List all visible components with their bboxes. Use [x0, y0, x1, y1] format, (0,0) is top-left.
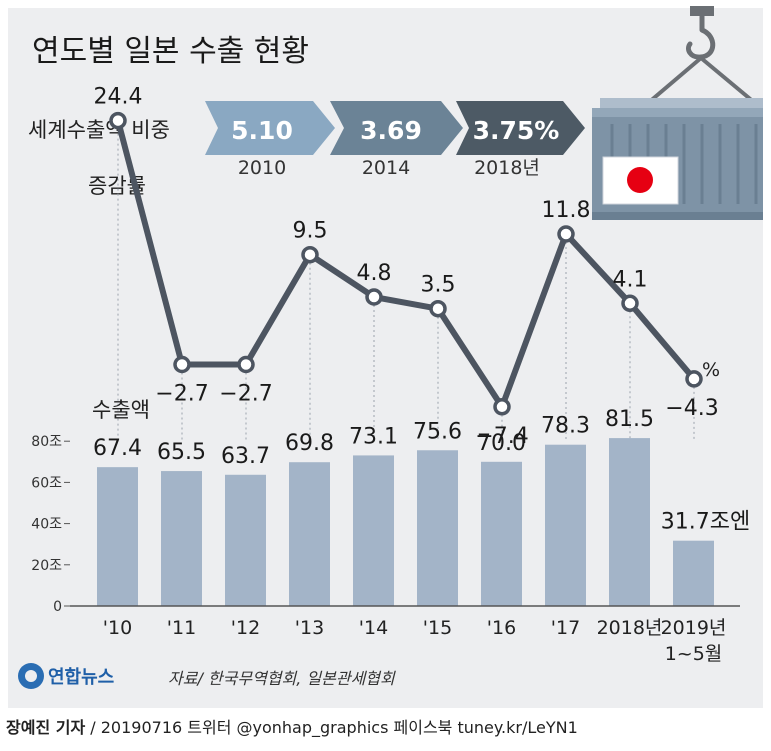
- export-value-label: 81.5: [605, 407, 654, 432]
- x-category-label: '13: [295, 617, 324, 639]
- growth-value-label: −4.3: [665, 396, 718, 421]
- growth-rate-line: [115, 119, 697, 410]
- share-value-2018: 3.75%: [473, 116, 560, 145]
- export-value-label: 65.5: [157, 440, 206, 465]
- growth-value-label: 3.5: [421, 273, 456, 298]
- growth-point: [557, 225, 575, 243]
- y-tick-label: 60조: [31, 475, 62, 491]
- growth-point: [429, 299, 447, 318]
- export-bar: [417, 450, 458, 606]
- export-value-label: 73.1: [349, 424, 398, 449]
- growth-point: [621, 294, 639, 313]
- growth-point: [493, 398, 511, 416]
- growth-point: [237, 355, 255, 374]
- share-year-2014: 2014: [362, 157, 410, 179]
- growth-point: [301, 245, 319, 264]
- growth-point: [685, 370, 703, 388]
- share-value-2010: 5.10: [231, 116, 293, 145]
- cargo-container-japan-flag-icon: [592, 6, 763, 220]
- x-category-label: '11: [167, 617, 196, 639]
- footer-credit-text: / 20190716 트위터 @yonhap_graphics 페이스북 tun…: [85, 718, 578, 737]
- export-value-label: 69.8: [285, 431, 334, 456]
- share-year-2018: 2018년: [474, 157, 540, 179]
- export-value-label: 31.7조엔: [661, 510, 750, 535]
- footer-credit: 장예진 기자 / 20190716 트위터 @yonhap_graphics 페…: [6, 712, 766, 744]
- yonhap-logo-text: 연합뉴스: [48, 666, 114, 688]
- share-year-2010: 2010: [238, 157, 286, 179]
- chart-title: 연도별 일본 수출 현황: [32, 34, 309, 69]
- yonhap-logo: 연합뉴스: [18, 663, 114, 689]
- export-bar: [289, 462, 330, 606]
- x-category-label: '12: [231, 617, 260, 639]
- x-category-label: 2019년: [661, 617, 727, 639]
- share-arrow-2010: [205, 101, 335, 155]
- growth-value-label: 24.4: [94, 85, 143, 110]
- export-bar: [545, 444, 586, 606]
- y-tick-label: 0: [53, 599, 62, 615]
- growth-value-label: 9.5: [293, 219, 328, 244]
- x-category-label: '14: [359, 617, 388, 639]
- growth-value-label: 4.1: [613, 267, 648, 292]
- share-arrow-2018: [456, 101, 585, 155]
- export-value-label: 78.3: [541, 414, 590, 439]
- export-value-label: 63.7: [221, 444, 270, 469]
- x-category-label: 1~5월: [665, 643, 723, 665]
- export-value-label: 70.0: [477, 431, 526, 456]
- export-value-label: 67.4: [93, 436, 142, 461]
- growth-point: [109, 111, 127, 130]
- export-bar: [161, 471, 202, 606]
- x-category-label: '17: [551, 617, 580, 639]
- growth-point: [365, 288, 383, 306]
- growth-value-label: −2.7: [155, 382, 208, 407]
- export-bar: [353, 455, 394, 606]
- export-bar: [609, 438, 650, 606]
- growth-value-label: −2.7: [219, 382, 272, 407]
- share-value-2014: 3.69: [360, 116, 422, 145]
- export-bar: [481, 461, 522, 606]
- growth-value-label: −7.4: [475, 424, 528, 449]
- x-category-label: '15: [423, 617, 452, 639]
- y-tick-label: 80조: [31, 434, 62, 450]
- source-note: 자료/ 한국무역협회, 일본관세협회: [168, 669, 396, 688]
- reporter-name: 장예진 기자: [6, 718, 86, 737]
- export-value-label: 75.6: [413, 419, 462, 444]
- x-category-label: '10: [103, 617, 132, 639]
- y-tick-label: 20조: [31, 558, 62, 574]
- share-label: 세계수출액 비중: [28, 118, 170, 142]
- growth-point: [173, 355, 191, 374]
- growth-value-label: 11.8: [542, 198, 591, 223]
- growth-unit: %: [702, 359, 720, 381]
- x-category-label: 2018년: [597, 617, 663, 639]
- x-category-label: '16: [487, 617, 516, 639]
- export-bar: [673, 540, 714, 606]
- export-bar: [225, 474, 266, 606]
- export-bar: [97, 467, 138, 606]
- growth-value-label: 4.8: [357, 261, 392, 286]
- y-tick-label: 40조: [31, 517, 62, 533]
- bar-chart-title: 수출액: [92, 398, 150, 422]
- share-arrow-2014: [330, 101, 463, 155]
